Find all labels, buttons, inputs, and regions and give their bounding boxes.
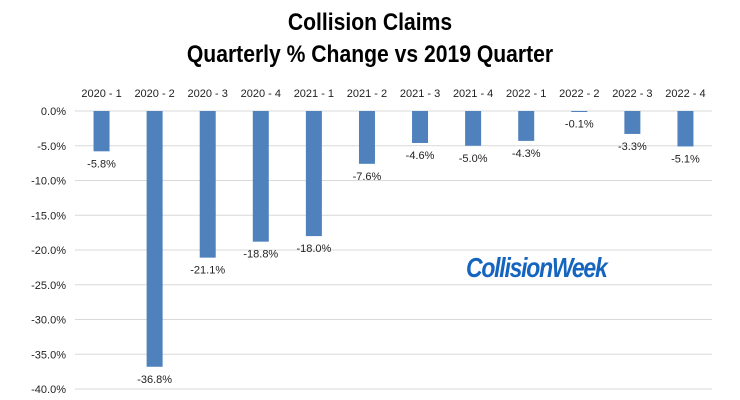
data-label: -36.8% (137, 374, 172, 386)
bar (305, 111, 322, 237)
category-label: 2020 - 2 (134, 88, 174, 100)
data-labels: -5.8% -36.8% -21.1% -18.8% -18.0% -7.6% -4.6% -… (87, 119, 700, 386)
bar (146, 111, 163, 367)
category-label: 2021 - 1 (294, 88, 334, 100)
y-tick-label: -5.0% (37, 141, 66, 153)
data-label: -3.3% (618, 141, 647, 153)
y-axis: 0.0% -5.0% -10.0% -15.0% -20.0% -25.0% -30.0% -… (31, 106, 66, 396)
category-label: 2021 - 4 (453, 88, 493, 100)
category-label: 2021 - 3 (400, 88, 440, 100)
data-label: -0.1% (565, 119, 594, 131)
y-tick-label: -10.0% (31, 176, 66, 188)
bar (571, 111, 588, 112)
data-label: -4.6% (406, 150, 435, 162)
category-label: 2022 - 1 (506, 88, 546, 100)
chart-title: Collision Claims (287, 9, 453, 36)
data-label: -5.0% (459, 153, 488, 165)
data-label: -5.1% (671, 153, 700, 165)
y-tick-label: -40.0% (31, 384, 66, 396)
gridlines (75, 110, 712, 390)
bar (199, 111, 216, 258)
category-labels: 2020 - 1 2020 - 2 2020 - 3 2020 - 4 2021 - 1… (81, 88, 705, 100)
category-label: 2020 - 4 (241, 88, 281, 100)
category-label: 2022 - 3 (612, 88, 652, 100)
bar (358, 111, 375, 164)
bar (465, 111, 482, 146)
bar (412, 111, 429, 143)
data-label: -18.0% (296, 243, 331, 255)
category-label: 2022 - 4 (665, 88, 705, 100)
data-label: -18.8% (243, 249, 278, 261)
bar (93, 111, 110, 152)
y-tick-label: -35.0% (31, 349, 66, 361)
bar (624, 111, 641, 134)
bar (518, 111, 535, 141)
y-tick-label: -15.0% (31, 210, 66, 222)
category-label: 2020 - 3 (188, 88, 228, 100)
category-label: 2022 - 2 (559, 88, 599, 100)
category-label: 2020 - 1 (81, 88, 121, 100)
data-label: -21.1% (190, 265, 225, 277)
y-tick-label: -20.0% (31, 245, 66, 257)
collisionweek-logo: CollisionWeek (466, 252, 608, 283)
data-label: -4.3% (512, 148, 541, 160)
data-label: -7.6% (353, 171, 382, 183)
bar (677, 111, 694, 147)
bar (252, 111, 269, 242)
bars (93, 111, 694, 367)
y-tick-label: 0.0% (41, 106, 66, 118)
category-label: 2021 - 2 (347, 88, 387, 100)
data-label: -5.8% (87, 158, 116, 170)
y-tick-label: -30.0% (31, 315, 66, 327)
y-tick-label: -25.0% (31, 280, 66, 292)
chart-subtitle: Quarterly % Change vs 2019 Quarter (186, 41, 554, 68)
